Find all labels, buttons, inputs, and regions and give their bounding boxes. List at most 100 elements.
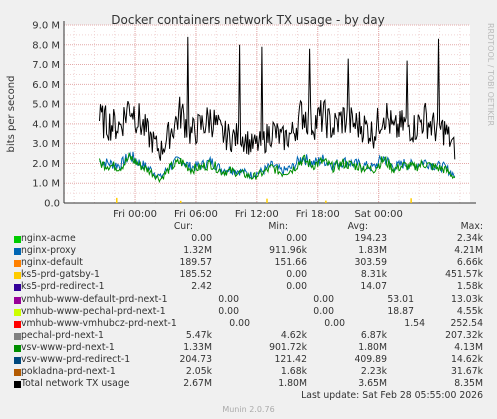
legend-value: 0.00 <box>313 305 334 317</box>
legend-value: 409.89 <box>354 354 387 365</box>
legend-name: vmhub-www-vmhubcz-prd-next-1 <box>21 317 177 329</box>
legend-value: 2.42 <box>191 281 212 293</box>
y-tick-label: 5.0 M <box>32 100 60 111</box>
legend-value: 121.42 <box>274 354 307 365</box>
x-tick-label: Fri 06:00 <box>174 209 218 220</box>
legend-value: 1.80M <box>358 341 387 353</box>
legend-value: 204.73 <box>179 354 212 365</box>
legend-value: 2.67M <box>183 378 212 390</box>
legend-name: vsv-www-prd-next-1 <box>21 341 115 353</box>
generator-credit: Munin 2.0.76 <box>222 405 275 414</box>
legend-value: 4.62k <box>280 329 307 341</box>
series-line <box>99 151 456 180</box>
legend-value: 4.13M <box>454 341 483 353</box>
legend-value: 151.66 <box>274 257 307 269</box>
x-tick-labels: Fri 00:00 Fri 06:00 Fri 12:00 Fri 18:00 Sat … <box>113 209 403 220</box>
legend-header: Min: <box>268 221 288 232</box>
legend-value: 2.05k <box>185 366 212 378</box>
legend-value: 0.00 <box>191 233 212 244</box>
legend-value: 13.03k <box>451 293 483 305</box>
legend-value: 6.87k <box>360 329 387 341</box>
y-tick-label: 6.0 M <box>32 80 60 91</box>
legend-value: 1.54 <box>404 317 425 329</box>
legend-swatch <box>14 272 21 280</box>
legend-value: 14.62k <box>451 354 483 365</box>
y-tick-label: 0.0 <box>44 199 60 210</box>
legend-value: 18.87 <box>387 305 414 317</box>
legend-name: vsv-www-prd-redirect-1 <box>21 354 131 365</box>
legend-value: 1.68k <box>280 366 307 378</box>
legend-header: Avg: <box>347 221 368 232</box>
legend-value: 185.52 <box>179 269 212 281</box>
legend-value: 2.23k <box>360 366 387 378</box>
series-line <box>99 152 456 184</box>
legend-swatch <box>14 284 21 292</box>
legend-value: 31.67k <box>451 366 483 378</box>
legend-name: pokladna-prd-next-1 <box>21 366 116 378</box>
legend-swatch <box>14 357 21 364</box>
legend-value: 0.00 <box>229 317 250 329</box>
legend-swatch <box>14 369 21 377</box>
legend-value: 0.00 <box>286 233 307 244</box>
legend-name: nginx-acme <box>21 233 76 244</box>
legend-value: 4.55k <box>456 305 483 317</box>
legend-value: 451.57k <box>445 269 483 281</box>
legend-name: ks5-prd-gatsby-1 <box>21 269 100 281</box>
x-tick-label: Fri 18:00 <box>296 209 340 220</box>
y-tick-label: 4.0 M <box>32 119 60 130</box>
legend-value: 14.07 <box>360 281 387 293</box>
rrdtool-credit: RRDTOOL / TOBI OETIKER <box>486 23 495 126</box>
legend-name: vmhub-www-pechal-prd-next-1 <box>21 305 166 317</box>
legend-name: pechal-prd-next-1 <box>21 329 104 341</box>
legend-swatch <box>14 296 21 304</box>
legend-name: ks5-prd-redirect-1 <box>21 281 105 293</box>
legend-value: 0.00 <box>324 317 345 329</box>
legend-value: 6.66k <box>456 257 483 269</box>
legend-name: nginx-default <box>21 257 83 269</box>
legend-swatch <box>14 332 21 340</box>
legend-value: 8.31k <box>360 269 387 281</box>
y-tick-label: 2.0 M <box>32 159 60 170</box>
legend-value: 1.32M <box>183 245 212 257</box>
series-line <box>99 36 456 161</box>
legend-value: 5.47k <box>185 329 212 341</box>
legend-value: 0.00 <box>286 269 307 281</box>
legend-swatch <box>14 260 21 268</box>
y-tick-label: 7.0 M <box>32 60 60 71</box>
y-tick-label: 9.0 M <box>32 21 60 32</box>
legend-value: 207.32k <box>445 329 483 341</box>
x-tick-label: Fri 12:00 <box>235 209 279 220</box>
last-update: Last update: Sat Feb 28 05:55:00 2026 <box>301 390 483 401</box>
legend-value: 901.72k <box>269 341 307 353</box>
legend-value: 911.96k <box>269 245 307 257</box>
y-tick-label: 3.0 M <box>32 139 60 150</box>
legend-value: 0.00 <box>286 281 307 293</box>
legend-value: 194.23 <box>354 233 387 244</box>
legend-swatch <box>14 381 21 389</box>
x-tick-label: Sat 00:00 <box>354 209 402 220</box>
legend-value: 8.35M <box>454 378 483 390</box>
legend-value: 0.00 <box>218 293 239 305</box>
series-lines <box>99 36 456 203</box>
legend-name: Total network TX usage <box>21 378 130 390</box>
legend-value: 303.59 <box>354 257 387 269</box>
legend-swatch <box>14 236 21 243</box>
legend-value: 1.80M <box>278 378 307 390</box>
legend-name: nginx-proxy <box>21 245 77 257</box>
x-tick-label: Fri 00:00 <box>113 209 157 220</box>
legend-value: 53.01 <box>387 293 414 305</box>
y-axis-label: bits per second <box>6 76 17 153</box>
legend-value: 252.54 <box>450 317 483 329</box>
y-tick-label: 1.0 M <box>32 179 60 190</box>
legend-swatch <box>14 320 21 328</box>
grid <box>63 21 476 204</box>
legend-swatch <box>14 344 21 352</box>
legend-value: 2.34k <box>456 233 483 244</box>
legend-value: 1.83M <box>358 245 387 257</box>
legend-swatch <box>14 308 21 316</box>
legend-value: 1.33M <box>183 341 212 353</box>
legend-name: vmhub-www-default-prd-next-1 <box>21 293 168 305</box>
y-tick-labels: 0.0 1.0 M 2.0 M 3.0 M 4.0 M 5.0 M 6.0 M 7.0 M 8.… <box>32 21 60 210</box>
